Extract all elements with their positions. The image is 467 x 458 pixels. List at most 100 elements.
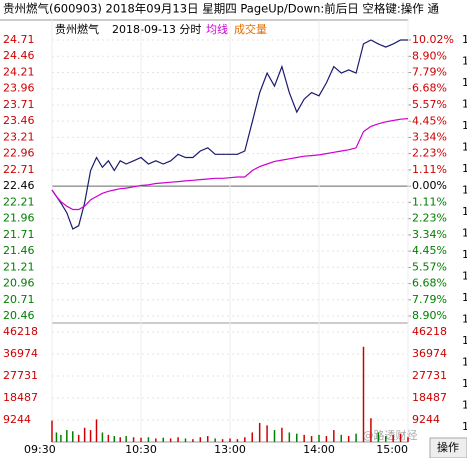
volume-bar <box>392 434 394 442</box>
volume-bar <box>273 430 276 442</box>
volume-bar <box>77 434 80 442</box>
action-button-label[interactable]: 操作 <box>437 440 459 454</box>
y-tick-label: 23.96 <box>3 82 35 95</box>
volume-legend: 成交量 <box>234 22 267 36</box>
stock-title: 贵州燃气 <box>55 22 99 36</box>
y2-tick-label: 8.90% <box>412 49 447 62</box>
volume-tick-label: 46218 <box>3 325 38 338</box>
y-tick-label: 23.21 <box>3 130 35 143</box>
volume-bar <box>147 437 150 442</box>
x-tick-label: 13:00 <box>214 443 246 456</box>
volume-bar <box>95 419 98 442</box>
volume-bar <box>347 436 350 442</box>
volume-bar <box>113 436 116 442</box>
side-digit: 1 <box>462 356 467 369</box>
side-digit: 1 <box>462 227 467 240</box>
watermark: @路透财经 <box>363 428 418 442</box>
volume-bar <box>184 438 187 442</box>
price-line <box>51 39 408 230</box>
y-tick-label: 24.71 <box>3 33 35 46</box>
volume-bar <box>221 439 224 442</box>
volume-bar <box>333 430 335 442</box>
action-button[interactable] <box>429 437 467 458</box>
volume-bar <box>177 437 179 442</box>
side-digit: 1 <box>462 205 467 218</box>
y2-tick-label: 1.11% <box>412 195 447 208</box>
window-header: 贵州燃气(600903) 2018年09月13日 星期四 PageUp/Down… <box>3 2 439 16</box>
avg-legend: 均线 <box>206 22 228 36</box>
side-digit: 1 <box>462 291 467 304</box>
volume-bar <box>55 432 58 442</box>
volume-bar <box>229 438 231 442</box>
volume-bar <box>140 437 142 442</box>
side-digit: 1 <box>462 55 467 68</box>
average-line <box>51 118 409 211</box>
x-tick-label: 15:00 <box>376 443 408 456</box>
y-tick-label: 22.46 <box>3 179 35 192</box>
volume-tick-label: 27731 <box>3 369 38 382</box>
side-digit: 1 <box>462 270 467 283</box>
volume-bar <box>258 422 261 442</box>
volume-bar <box>325 436 328 442</box>
side-digit: 1 <box>462 119 467 132</box>
volume-tick-label-right: 18487 <box>412 391 447 404</box>
y2-tick-label: 4.45% <box>412 114 447 127</box>
date-label: 2018-09-13 分时 <box>112 23 201 36</box>
volume-bar <box>83 427 86 442</box>
volume-bar <box>107 434 110 442</box>
volume-bar <box>266 425 268 442</box>
y-tick-label: 21.21 <box>3 260 35 273</box>
volume-bar <box>340 434 342 442</box>
side-digit: 1 <box>462 33 467 46</box>
y2-tick-label: 7.79% <box>412 66 447 79</box>
y-tick-label: 21.71 <box>3 228 35 241</box>
volume-bar <box>251 432 253 442</box>
y-tick-label: 24.21 <box>3 65 35 78</box>
volume-bar <box>281 427 283 442</box>
y-tick-label: 22.71 <box>3 163 35 176</box>
volume-bar <box>407 437 409 442</box>
volume-bar <box>310 436 313 442</box>
y2-tick-label: 7.79% <box>412 293 447 306</box>
volume-bar <box>132 437 135 442</box>
y2-tick-label: 2.23% <box>412 147 447 160</box>
volume-bar <box>207 436 209 442</box>
volume-bar <box>199 437 202 442</box>
volume-tick-label-right: 36974 <box>412 347 447 360</box>
side-digit: 1 <box>462 76 467 89</box>
volume-bar <box>355 433 357 442</box>
volume-bar <box>51 420 53 442</box>
volume-bar <box>303 434 305 442</box>
y2-tick-label: 5.57% <box>412 260 447 273</box>
side-digit: 1 <box>462 313 467 326</box>
volume-bar <box>72 431 74 442</box>
volume-bar <box>162 437 164 442</box>
volume-bar <box>385 436 387 442</box>
y-tick-label: 20.71 <box>3 293 35 306</box>
volume-bar <box>244 437 246 442</box>
volume-bar <box>318 434 320 442</box>
volume-bar <box>236 439 239 442</box>
volume-bar <box>214 438 216 442</box>
y-tick-label: 23.71 <box>3 98 35 111</box>
volume-bar <box>296 433 298 442</box>
y-tick-label: 20.96 <box>3 277 35 290</box>
y-tick-label: 23.46 <box>3 114 35 127</box>
y-tick-label: 22.96 <box>3 147 35 160</box>
y2-tick-label: 3.34% <box>412 130 447 143</box>
y-tick-label: 21.96 <box>3 212 35 225</box>
volume-tick-label-right: 46218 <box>412 325 447 338</box>
side-digit: 1 <box>462 141 467 154</box>
volume-tick-label: 36974 <box>3 347 38 360</box>
volume-bar <box>60 434 62 442</box>
y2-tick-label: 1.11% <box>412 163 447 176</box>
volume-bar <box>101 432 104 442</box>
y2-tick-label: 6.68% <box>412 82 447 95</box>
side-digit: 1 <box>462 184 467 197</box>
volume-bar <box>399 433 402 442</box>
volume-bar <box>66 430 68 442</box>
volume-bar <box>155 438 157 442</box>
side-digit: 1 <box>462 420 467 433</box>
y2-tick-label: 6.68% <box>412 277 447 290</box>
